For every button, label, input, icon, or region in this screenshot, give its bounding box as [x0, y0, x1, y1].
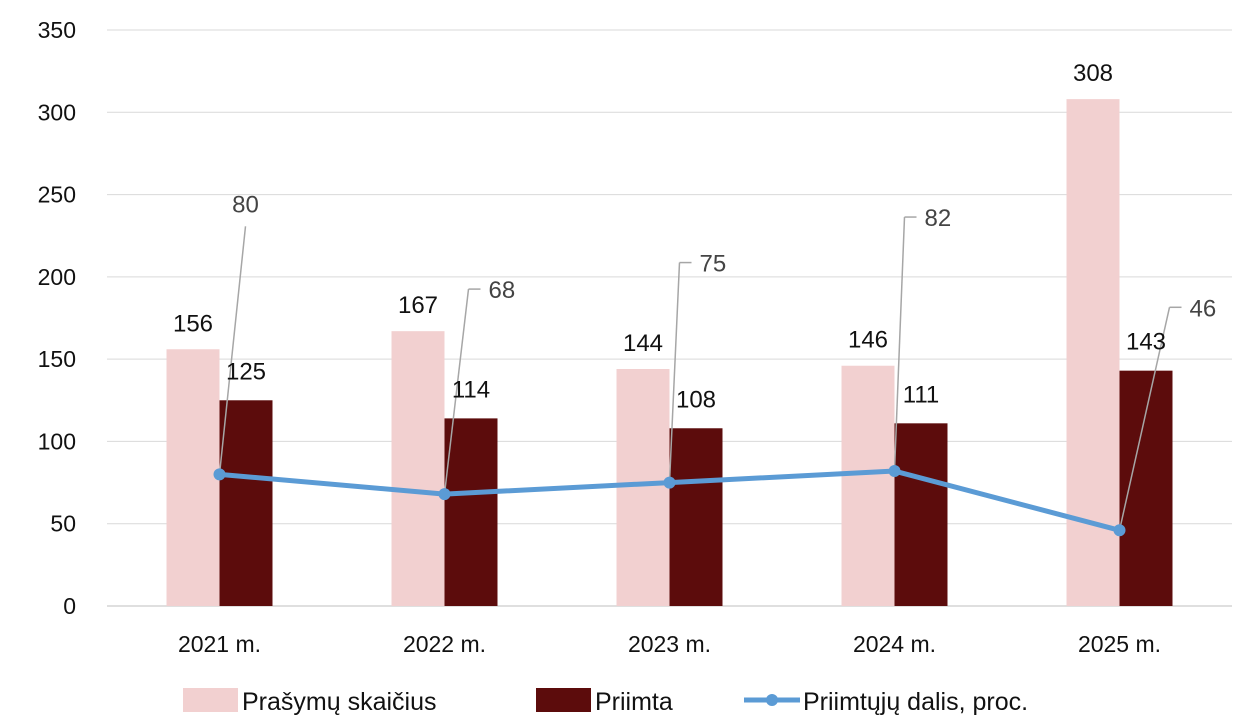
percentage-line: [213, 465, 1126, 537]
data-labels: 156 125 167 114 144 108 146 111 308 143 80 68 75 82 46: [173, 60, 1216, 413]
data-label-accepted-4: 143: [1126, 329, 1166, 356]
bar-accepted-1: [444, 418, 498, 606]
x-tick-label-4: 2025 m.: [1078, 631, 1161, 657]
bar-requests-3: [841, 365, 895, 606]
data-label-requests-2: 144: [623, 330, 663, 357]
y-tick-label-50: 50: [50, 511, 76, 537]
data-label-requests-0: 156: [173, 310, 213, 337]
line-point-share-4: [1113, 524, 1126, 537]
y-tick-label-200: 200: [38, 264, 76, 290]
legend: Prašymų skaičius Priimta Priimtųjų dalis…: [183, 688, 1028, 716]
leader-line-3: [893, 217, 906, 472]
leader-lines: [218, 216, 1182, 531]
y-tick-label-350: 350: [38, 17, 76, 43]
y-tick-label-300: 300: [38, 99, 76, 125]
leader-line-4: [1118, 307, 1171, 531]
line-point-share-3: [888, 465, 901, 478]
legend-marker-share: [766, 694, 778, 706]
legend-label-share: Priimtųjų dalis, proc.: [803, 688, 1028, 716]
data-label-accepted-3: 111: [903, 381, 939, 408]
bar-requests-0: [166, 349, 220, 606]
legend-label-requests: Prašymų skaičius: [242, 688, 437, 716]
legend-label-accepted: Priimta: [595, 688, 673, 716]
leader-line-2: [668, 262, 681, 483]
data-label-accepted-0: 125: [226, 358, 266, 385]
data-label-requests-1: 167: [398, 292, 438, 319]
data-label-share-3: 82: [925, 205, 952, 232]
bar-accepted-4: [1119, 370, 1173, 606]
legend-swatch-accepted: [536, 688, 591, 712]
y-tick-label-150: 150: [38, 346, 76, 372]
leader-line-0: [218, 226, 247, 475]
legend-swatch-requests: [183, 688, 238, 712]
data-label-requests-3: 146: [848, 327, 888, 354]
data-label-share-0: 80: [232, 191, 259, 218]
y-tick-label-100: 100: [38, 428, 76, 454]
bar-accepted-0: [219, 400, 273, 606]
data-label-accepted-2: 108: [676, 386, 716, 413]
x-tick-label-0: 2021 m.: [178, 631, 261, 657]
x-tick-label-3: 2024 m.: [853, 631, 936, 657]
leader-line-1: [443, 289, 470, 495]
data-label-share-4: 46: [1190, 295, 1217, 322]
bar-accepted-3: [894, 423, 948, 606]
x-tick-label-2: 2023 m.: [628, 631, 711, 657]
line-point-share-2: [663, 476, 676, 489]
data-label-accepted-1: 114: [452, 376, 490, 403]
y-tick-label-0: 0: [63, 593, 76, 619]
data-label-share-1: 68: [489, 277, 516, 304]
x-tick-label-1: 2022 m.: [403, 631, 486, 657]
y-axis: 0 50 100 150 200 250 300 350: [38, 17, 76, 619]
bar-requests-1: [391, 331, 445, 606]
y-tick-label-250: 250: [38, 182, 76, 208]
bar-accepted-2: [669, 428, 723, 606]
data-label-share-2: 75: [700, 251, 727, 278]
line-point-share-0: [213, 468, 226, 481]
line-point-share-1: [438, 488, 451, 501]
bars: [166, 99, 1173, 607]
data-label-requests-4: 308: [1073, 60, 1113, 87]
x-axis: 2021 m. 2022 m. 2023 m. 2024 m. 2025 m.: [178, 631, 1161, 657]
bar-requests-2: [616, 369, 670, 606]
